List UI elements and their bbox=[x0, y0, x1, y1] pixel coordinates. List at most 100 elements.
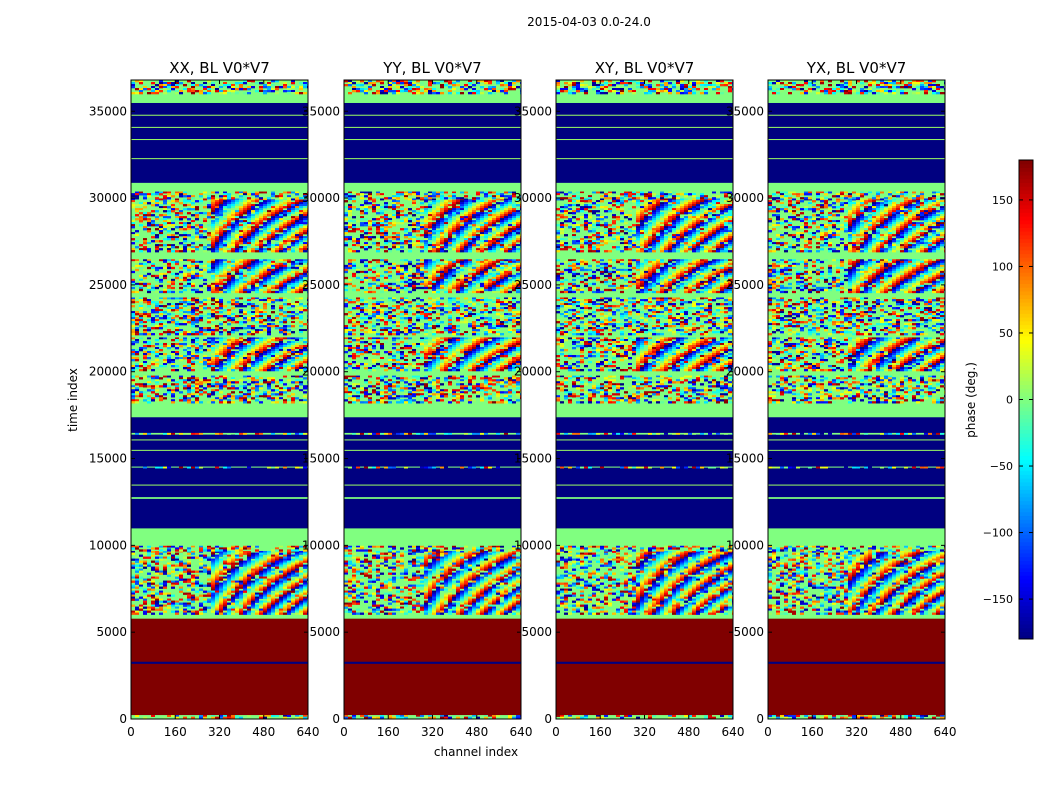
colorbar-segment bbox=[1019, 605, 1033, 610]
colorbar-segment bbox=[1019, 582, 1033, 588]
band-solid bbox=[131, 182, 308, 192]
colorbar-segment bbox=[1019, 571, 1033, 576]
x-tick-label: 320 bbox=[421, 725, 444, 739]
colorbar-segment bbox=[1019, 466, 1033, 472]
colorbar-segment bbox=[1019, 189, 1033, 195]
panel-xy: XY, BL V0*V7 0 160 320 480 640 0 5000 10000 15000… bbox=[514, 59, 745, 739]
colorbar-segment bbox=[1019, 455, 1033, 460]
colorbar-segment bbox=[1019, 406, 1033, 412]
colorbar-segment bbox=[1019, 287, 1033, 292]
colorbar-segment bbox=[1019, 414, 1033, 419]
x-tick-label: 0 bbox=[552, 725, 560, 739]
band-solid bbox=[556, 291, 733, 298]
colorbar-segment bbox=[1019, 279, 1033, 284]
colorbar-segment bbox=[1019, 399, 1033, 404]
y-tick-label: 10000 bbox=[302, 538, 340, 552]
colorbar-segment bbox=[1019, 545, 1033, 550]
band-solid bbox=[344, 496, 521, 499]
x-tick-label: 480 bbox=[677, 725, 700, 739]
band-solid bbox=[556, 250, 733, 260]
colorbar-segment bbox=[1019, 290, 1033, 296]
colorbar-segment bbox=[1019, 609, 1033, 614]
x-tick-label: 640 bbox=[722, 725, 745, 739]
colorbar-segment bbox=[1019, 508, 1033, 513]
band-solid bbox=[768, 333, 945, 338]
band-solid bbox=[131, 250, 308, 260]
band-solid bbox=[131, 467, 308, 498]
band-solid bbox=[344, 416, 521, 433]
panel-title: YX, BL V0*V7 bbox=[806, 59, 907, 77]
y-tick-label: 0 bbox=[332, 712, 340, 726]
band-noise bbox=[768, 545, 945, 551]
band-solid bbox=[344, 401, 521, 418]
y-tick-label: 15000 bbox=[302, 452, 340, 466]
colorbar-tick-label: −50 bbox=[990, 460, 1013, 473]
band-solid bbox=[556, 661, 733, 664]
colorbar-segment bbox=[1019, 380, 1033, 386]
band-solid bbox=[131, 93, 308, 103]
colorbar-segment bbox=[1019, 530, 1033, 535]
colorbar-segment bbox=[1019, 526, 1033, 531]
band-noise bbox=[556, 545, 733, 551]
colorbar-segment bbox=[1019, 339, 1033, 344]
colorbar-segment bbox=[1019, 586, 1033, 591]
colorbar-segment bbox=[1019, 272, 1033, 277]
band-solid bbox=[768, 613, 945, 619]
y-tick-label: 15000 bbox=[89, 452, 127, 466]
colorbar-segment bbox=[1019, 223, 1033, 228]
colorbar-segment bbox=[1019, 478, 1033, 483]
colorbar-tick-label: 0 bbox=[1006, 394, 1013, 407]
band-solid bbox=[344, 661, 521, 664]
colorbar-segment bbox=[1019, 463, 1033, 468]
colorbar-segment bbox=[1019, 246, 1033, 251]
y-tick-label: 35000 bbox=[302, 104, 340, 118]
y-tick-label: 0 bbox=[119, 712, 127, 726]
colorbar-segment bbox=[1019, 174, 1033, 180]
colorbar-segment bbox=[1019, 324, 1033, 329]
band-solid bbox=[768, 467, 945, 498]
colorbar-segment bbox=[1019, 294, 1033, 299]
colorbar-segment bbox=[1019, 216, 1033, 221]
colorbar-segment bbox=[1019, 579, 1033, 584]
band-solid bbox=[131, 416, 308, 433]
colorbar-segment bbox=[1019, 160, 1033, 165]
heatmap-image bbox=[768, 80, 945, 719]
colorbar-segment bbox=[1019, 388, 1033, 393]
colorbar-segment bbox=[1019, 425, 1033, 430]
band-solid bbox=[131, 498, 308, 529]
band-solid bbox=[556, 333, 733, 338]
colorbar-segment bbox=[1019, 534, 1033, 539]
colorbar-segment bbox=[1019, 567, 1033, 573]
band-solid bbox=[556, 102, 733, 183]
colorbar-tick-label: −150 bbox=[983, 593, 1013, 606]
colorbar-segment bbox=[1019, 253, 1033, 258]
band-solid bbox=[768, 102, 945, 183]
colorbar-segment bbox=[1019, 305, 1033, 311]
colorbar-segment bbox=[1019, 276, 1033, 281]
panel-yx: YX, BL V0*V7 0 160 320 480 640 0 5000 10000 15000… bbox=[726, 59, 957, 739]
colorbar-segment bbox=[1019, 167, 1033, 172]
band-solid bbox=[768, 498, 945, 529]
y-tick-label: 25000 bbox=[514, 278, 552, 292]
band-solid bbox=[344, 182, 521, 192]
band-solid bbox=[768, 291, 945, 298]
y-tick-label: 25000 bbox=[89, 278, 127, 292]
band-solid bbox=[556, 401, 733, 418]
colorbar-segment bbox=[1019, 612, 1033, 618]
heatmap-image bbox=[131, 80, 308, 719]
colorbar-segment bbox=[1019, 511, 1033, 517]
colorbar-segment bbox=[1019, 212, 1033, 217]
colorbar-segment bbox=[1019, 208, 1033, 213]
colorbar-segment bbox=[1019, 436, 1033, 442]
colorbar-tick-label: 100 bbox=[992, 260, 1013, 273]
colorbar-segment bbox=[1019, 624, 1033, 629]
colorbar-segment bbox=[1019, 515, 1033, 520]
colorbar-segment bbox=[1019, 249, 1033, 255]
y-tick-label: 25000 bbox=[302, 278, 340, 292]
colorbar-segment bbox=[1019, 418, 1033, 423]
colorbar-segment bbox=[1019, 362, 1033, 367]
figure-suptitle: 2015-04-03 0.0-24.0 bbox=[527, 15, 651, 29]
y-tick-label: 10000 bbox=[726, 538, 764, 552]
band-solid bbox=[131, 663, 308, 716]
